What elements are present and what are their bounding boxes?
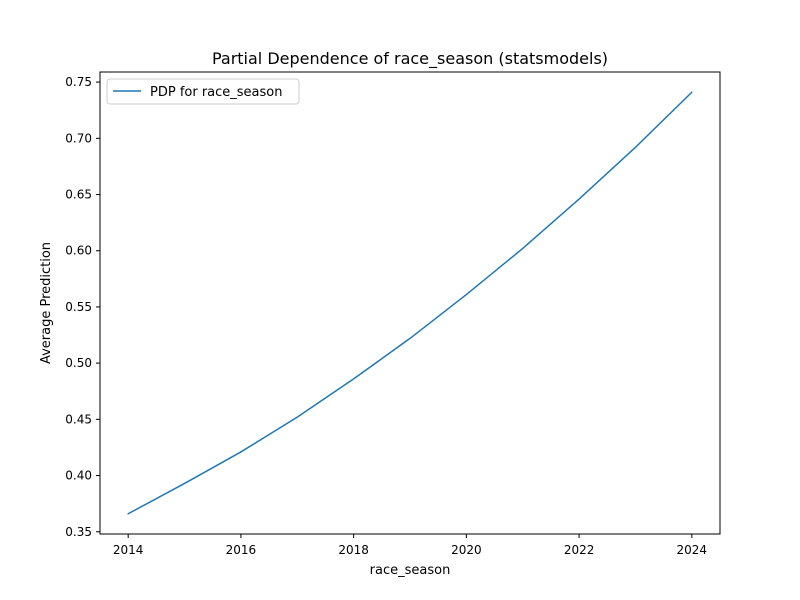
x-tick-label: 2014 <box>113 543 144 557</box>
series-line-pdp <box>127 91 693 515</box>
x-tick-label: 2022 <box>564 543 595 557</box>
y-tick-label: 0.60 <box>65 244 92 258</box>
y-tick-label: 0.40 <box>65 469 92 483</box>
x-axis-label: race_season <box>370 563 451 578</box>
y-tick-label: 0.35 <box>65 525 92 539</box>
x-tick-label: 2016 <box>226 543 257 557</box>
chart-title: Partial Dependence of race_season (stats… <box>212 49 608 69</box>
y-axis-label: Average Prediction <box>39 242 54 364</box>
y-tick-label: 0.70 <box>65 131 92 145</box>
y-tick-label: 0.45 <box>65 412 92 426</box>
legend-box <box>106 78 300 105</box>
x-tick-label: 2020 <box>451 543 482 557</box>
y-tick-label: 0.55 <box>65 300 92 314</box>
y-tick-label: 0.65 <box>65 188 92 202</box>
y-axis-ticks: 0.35 0.40 0.45 0.50 0.55 0.60 0.65 0.70 0.75 <box>65 75 100 539</box>
x-axis-ticks: 2014 2016 2018 2020 2022 2024 <box>113 534 707 557</box>
y-tick-label: 0.75 <box>65 75 92 89</box>
legend-entry-label: PDP for race_season <box>150 85 283 100</box>
legend: PDP for race_season <box>106 78 300 105</box>
x-tick-label: 2024 <box>677 543 708 557</box>
series-layer <box>127 91 693 515</box>
plot-area-frame <box>99 71 721 535</box>
y-tick-label: 0.50 <box>65 356 92 370</box>
x-tick-label: 2018 <box>338 543 369 557</box>
